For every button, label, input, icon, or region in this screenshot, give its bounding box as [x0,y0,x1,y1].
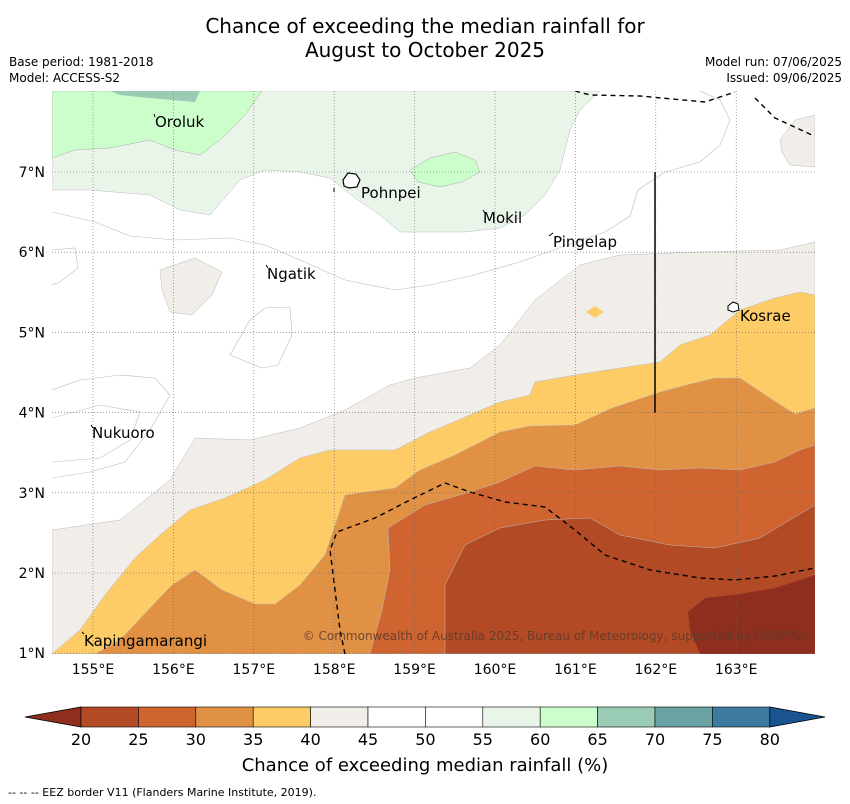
lon-tick-label: 155°E [72,662,115,678]
region-35-40-blob [586,306,604,318]
lon-tick-label: 161°E [554,662,597,678]
contour-line [52,404,141,463]
issued-text: Issued: 09/06/2025 [726,71,842,85]
region-40-45-ne [779,114,815,168]
colorbar-tick-labels: 20 25 30 35 40 45 50 55 60 65 70 75 80 [71,730,780,749]
colorbar-bin [80,706,139,728]
pohnpei-island [342,172,361,189]
place-label-ngatik: Ngatik [267,265,316,283]
place-label-oroluk: Oroluk [155,113,204,131]
colorbar-tick-label: 70 [645,730,665,749]
colorbar-tick-label: 40 [300,730,320,749]
lon-tick-label: 162°E [635,662,678,678]
colorbar-title: Chance of exceeding median rainfall (%) [241,755,609,776]
lat-tick-label: 7°N [19,165,45,181]
colorbar-bin [597,706,656,728]
contour-line [52,374,171,479]
gridlines [52,91,815,654]
region-40-45-blob [159,257,223,316]
colorbar-tick-label: 30 [186,730,206,749]
colorbar-tick-label: 25 [128,730,148,749]
contour-line [229,306,293,369]
eez-borders [329,91,815,654]
base-period-text: Base period: 1981-2018 [9,55,154,69]
colorbar-bin [539,706,598,728]
lon-tick-label: 160°E [474,662,517,678]
colorbar-bin [252,706,311,728]
colorbar-tick-label: 45 [358,730,378,749]
title-line-2: August to October 2025 [304,38,546,62]
place-label-kosrae: Kosrae [740,307,791,325]
colorbar-tick-label: 75 [702,730,722,749]
colorbar-bin [195,706,254,728]
lon-tick-label: 157°E [233,662,276,678]
lon-tick-label: 159°E [393,662,436,678]
colorbar-tick-label: 65 [587,730,607,749]
place-label-pohnpei: Pohnpei [361,184,421,202]
lat-tick-label: 6°N [19,245,45,261]
region-60-65-east [409,151,481,188]
colorbar-bin [654,706,713,728]
region-below-20 [688,575,815,654]
model-run-text: Model run: 07/06/2025 [704,55,842,69]
colorbar [24,706,826,728]
region-60-65-west [52,91,263,159]
lat-tick-label: 1°N [19,646,45,662]
map-panel: Oroluk Pohnpei Mokil Pingelap Ngatik Kos… [52,91,815,654]
copyright-text: © Commonwealth of Australia 2025, Bureau… [303,629,808,643]
latitude-labels: 7°N 6°N 5°N 4°N 3°N 2°N 1°N [19,165,45,662]
place-label-pingelap: Pingelap [553,233,617,251]
colorbar-tick-label: 60 [530,730,550,749]
footnote: -- -- -- EEZ border V11 (Flanders Marine… [8,786,317,799]
lon-tick-label: 156°E [152,662,195,678]
colorbar-tick-label: 80 [760,730,780,749]
colorbar-tick-label: 55 [473,730,493,749]
longitude-labels: 155°E 156°E 157°E 158°E 159°E 160°E 161°E 162°E… [72,662,758,678]
lon-tick-label: 158°E [313,662,356,678]
colorbar-bin [425,706,484,728]
colorbar-tick-label: 35 [243,730,263,749]
lon-tick-label: 163°E [715,662,758,678]
colorbar-bin [310,706,369,728]
colorbar-bin [138,706,197,728]
colorbar-tick-label: 20 [71,730,91,749]
colorbar-bin [482,706,541,728]
lat-tick-label: 3°N [19,486,45,502]
lat-tick-label: 2°N [19,566,45,582]
lat-tick-label: 5°N [19,325,45,341]
place-label-nukuoro: Nukuoro [92,424,155,442]
model-text: Model: ACCESS-S2 [9,71,121,85]
place-label-mokil: Mokil [483,209,522,227]
contour-line [52,247,79,286]
colorbar-under-arrow [24,706,82,728]
region-65-70 [110,91,200,102]
lat-tick-label: 4°N [19,406,45,422]
colorbar-over-arrow [769,706,826,728]
colorbar-bin [367,706,426,728]
colorbar-tick-label: 50 [415,730,435,749]
place-label-kapingamarangi: Kapingamarangi [84,632,207,650]
kosrae-island [727,301,740,313]
atoll-markers [81,113,554,635]
colorbar-bin [712,706,771,728]
title-line-1: Chance of exceeding the median rainfall … [205,14,645,38]
